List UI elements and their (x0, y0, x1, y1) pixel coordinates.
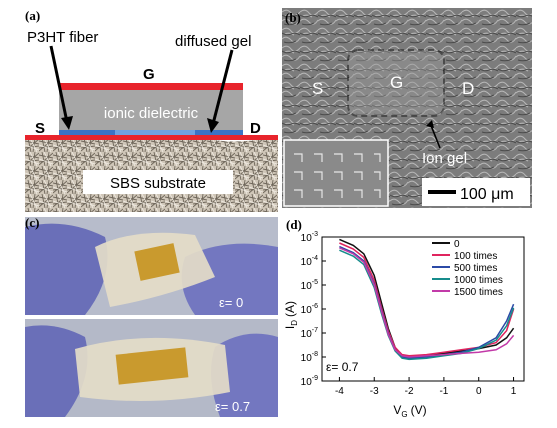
y-tick-exponent: -7 (312, 327, 318, 334)
y-tick-label: 10-8 (301, 351, 318, 364)
dielectric-label: ionic dielectric (104, 105, 199, 122)
series-lines (339, 238, 515, 361)
substrate-label-box (83, 170, 233, 194)
y-tick-base: 10 (301, 353, 313, 364)
sem-gate-label: G (390, 73, 403, 92)
inset-pattern (294, 153, 381, 198)
y-tick-label: 10-6 (301, 303, 318, 316)
source-drain-electrode (25, 135, 278, 140)
legend-entry: 1000 times (454, 275, 503, 286)
legend-entry: 100 times (454, 251, 497, 262)
panel-b: 100 μm S G D Ion gel (b) (282, 8, 532, 208)
y-axis-label-unit: (A) (283, 301, 297, 317)
panel-c: ε= 0 ε= 0.7 (c) (25, 215, 278, 417)
y-tick-base: 10 (301, 257, 313, 268)
legend-entry: 0 (454, 239, 460, 250)
p3ht-arrow-head (61, 116, 73, 130)
y-tick-label: 10-3 (301, 231, 318, 244)
scale-bar (428, 190, 456, 194)
gel-label: diffused gel (175, 33, 251, 50)
panel-c-label: (c) (25, 215, 40, 230)
panel-a: P3HT fiber diffused gel G ionic dielectr… (25, 8, 278, 212)
inset-image (283, 139, 389, 207)
panel-d: 10-9 10-8 10-7 10-6 10-5 10-4 10-3 -4 -3 -2 -1 0 1 … (282, 215, 532, 423)
x-tick-label: -1 (439, 386, 448, 397)
gate-electrode (59, 83, 243, 90)
y-tick-exponent: -6 (312, 303, 318, 310)
x-axis-label: VG (V) (393, 403, 426, 419)
y-tick-exponent: -9 (312, 375, 318, 382)
panel-d-label: (d) (286, 217, 302, 232)
gel-arrow (211, 49, 234, 125)
source-label: S (35, 120, 45, 137)
legend-entry: 1500 times (454, 287, 503, 298)
sem-source-label: S (312, 79, 323, 98)
device-array-bottom (115, 347, 189, 385)
y-tick-label: 10-4 (301, 255, 318, 268)
panel-a-label: (a) (25, 8, 41, 23)
gate-label: G (143, 66, 155, 83)
diffused-gel-region (115, 130, 195, 135)
y-tick-label: 10-9 (301, 375, 318, 388)
y-tick-exponent: -8 (312, 351, 318, 358)
ion-gel-arrow-head (426, 120, 434, 128)
x-tick-label: -2 (405, 386, 414, 397)
y-tick-base: 10 (301, 377, 313, 388)
x-axis-label-sub: G (401, 410, 407, 419)
strain-annotation: ε= 0.7 (326, 360, 359, 374)
x-tick-label: 1 (511, 386, 517, 397)
gel-arrow-head (207, 118, 219, 133)
y-tick-label: 10-7 (301, 327, 318, 340)
x-axis-label-main: V (393, 403, 401, 417)
glove-left-bottom (25, 325, 88, 417)
scale-label: 100 μm (460, 186, 514, 203)
series-line-1500-times (339, 247, 515, 358)
legend-entry: 500 times (454, 263, 497, 274)
y-tick-base: 10 (301, 281, 313, 292)
stretch-photos: ε= 0 ε= 0.7 (25, 217, 278, 417)
strain-bottom-label: ε= 0.7 (215, 399, 250, 414)
x-ticks: -4 -3 -2 -1 0 1 (335, 377, 517, 397)
y-tick-label: 10-5 (301, 279, 318, 292)
series-line-1000-times (339, 249, 515, 361)
y-tick-exponent: -5 (312, 279, 318, 286)
x-tick-label: 0 (476, 386, 482, 397)
substrate-label: SBS substrate (110, 175, 206, 192)
glove-left-top (25, 223, 108, 315)
gate-region (347, 49, 445, 117)
sem-image: 100 μm S G D Ion gel (282, 8, 532, 208)
device-schematic: P3HT fiber diffused gel G ionic dielectr… (25, 29, 278, 212)
x-tick-label: -4 (335, 386, 344, 397)
transfer-curve-chart: 10-910-810-710-610-510-410-3 -4 -3 -2 -1 0 1 … (283, 231, 525, 419)
drain-label: D (250, 120, 261, 137)
y-tick-base: 10 (301, 233, 313, 244)
p3ht-label: P3HT fiber (27, 29, 98, 46)
strain-top-label: ε= 0 (219, 295, 243, 310)
y-tick-exponent: -3 (312, 231, 318, 238)
glove-right-bottom (211, 333, 278, 417)
y-axis-label-main: I (283, 326, 297, 329)
x-axis-label-unit: (V) (411, 403, 427, 417)
x-tick-label: -3 (370, 386, 379, 397)
p3ht-arrow (49, 45, 69, 123)
device-array-top (134, 243, 180, 281)
y-ticks: 10-910-810-710-610-510-410-3 (301, 231, 326, 388)
ion-gel-label: Ion gel (422, 150, 467, 167)
y-tick-exponent: -4 (312, 255, 318, 262)
y-axis-label: ID (A) (283, 301, 299, 329)
y-axis-label-sub: D (290, 320, 299, 326)
y-tick-base: 10 (301, 305, 313, 316)
sem-drain-label: D (462, 79, 474, 98)
y-tick-base: 10 (301, 329, 313, 340)
panel-b-label: (b) (285, 10, 301, 25)
